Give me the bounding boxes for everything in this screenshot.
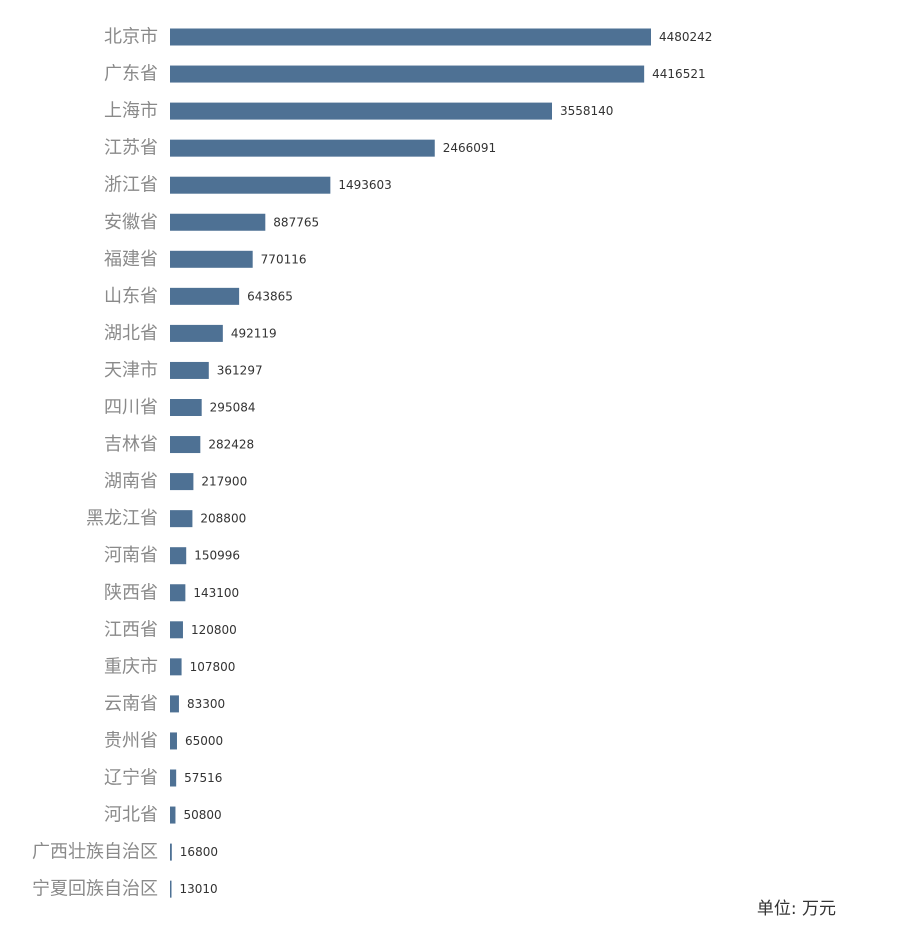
bar — [170, 436, 201, 454]
value-label: 208800 — [200, 512, 246, 526]
category-label: 安徽省 — [104, 212, 158, 233]
value-label: 492119 — [231, 326, 277, 340]
value-label: 887765 — [273, 215, 319, 229]
category-label: 四川省 — [104, 397, 158, 418]
category-label: 宁夏回族自治区 — [32, 879, 158, 900]
value-label: 217900 — [201, 475, 247, 489]
category-label: 云南省 — [104, 693, 158, 714]
bar — [170, 769, 177, 787]
value-label: 643865 — [247, 289, 293, 303]
value-label: 16800 — [180, 845, 218, 859]
bar — [170, 139, 435, 157]
value-label: 83300 — [187, 697, 225, 711]
bar — [170, 102, 553, 120]
value-label: 4416521 — [652, 67, 705, 81]
category-label: 福建省 — [104, 249, 158, 270]
bar — [170, 473, 194, 491]
bar — [170, 732, 177, 750]
category-label: 北京市 — [104, 27, 158, 48]
value-label: 3558140 — [560, 104, 613, 118]
bar — [170, 843, 172, 861]
bar — [170, 361, 209, 379]
value-label: 361297 — [217, 363, 263, 377]
bar — [170, 621, 183, 639]
unit-note: 单位: 万元 — [756, 899, 836, 919]
bar — [170, 806, 176, 824]
value-label: 4480242 — [659, 30, 712, 44]
bar — [170, 399, 202, 416]
bar — [170, 287, 240, 305]
category-label: 黑龙江省 — [86, 508, 158, 529]
bar — [170, 324, 223, 342]
value-label: 2466091 — [443, 141, 496, 155]
value-label: 107800 — [190, 660, 236, 674]
bar — [170, 213, 266, 231]
category-label: 江西省 — [104, 619, 158, 640]
category-label: 广东省 — [104, 64, 158, 85]
category-label: 广西壮族自治区 — [32, 842, 158, 863]
category-label: 天津市 — [104, 360, 158, 381]
value-label: 143100 — [193, 586, 239, 600]
category-label: 江苏省 — [104, 138, 158, 159]
value-label: 295084 — [210, 401, 256, 415]
category-label: 湖南省 — [104, 471, 158, 492]
category-label: 辽宁省 — [104, 768, 158, 789]
value-label: 1493603 — [338, 178, 391, 192]
bar — [170, 658, 182, 676]
category-label: 贵州省 — [104, 730, 158, 751]
bar — [170, 510, 193, 528]
bar — [170, 250, 253, 268]
bar — [170, 176, 331, 194]
category-label: 浙江省 — [104, 175, 158, 196]
value-label: 282428 — [208, 438, 254, 452]
value-label: 57516 — [184, 771, 222, 785]
value-label: 50800 — [183, 808, 221, 822]
value-label: 13010 — [180, 882, 218, 896]
category-label: 上海市 — [104, 101, 158, 122]
category-label: 山东省 — [104, 286, 158, 307]
bar — [170, 695, 179, 713]
value-label: 150996 — [194, 549, 240, 563]
bar — [170, 28, 651, 46]
bar — [170, 65, 645, 83]
category-label: 吉林省 — [104, 434, 158, 455]
bar — [170, 547, 187, 565]
category-label: 重庆市 — [104, 656, 158, 677]
value-label: 120800 — [191, 623, 237, 637]
value-label: 770116 — [261, 252, 307, 266]
category-label: 河北省 — [104, 805, 158, 826]
category-label: 陕西省 — [104, 582, 158, 603]
bar — [170, 584, 186, 602]
category-label: 湖北省 — [104, 323, 158, 344]
bar — [170, 880, 172, 898]
category-label: 河南省 — [104, 545, 158, 566]
value-label: 65000 — [185, 734, 223, 748]
